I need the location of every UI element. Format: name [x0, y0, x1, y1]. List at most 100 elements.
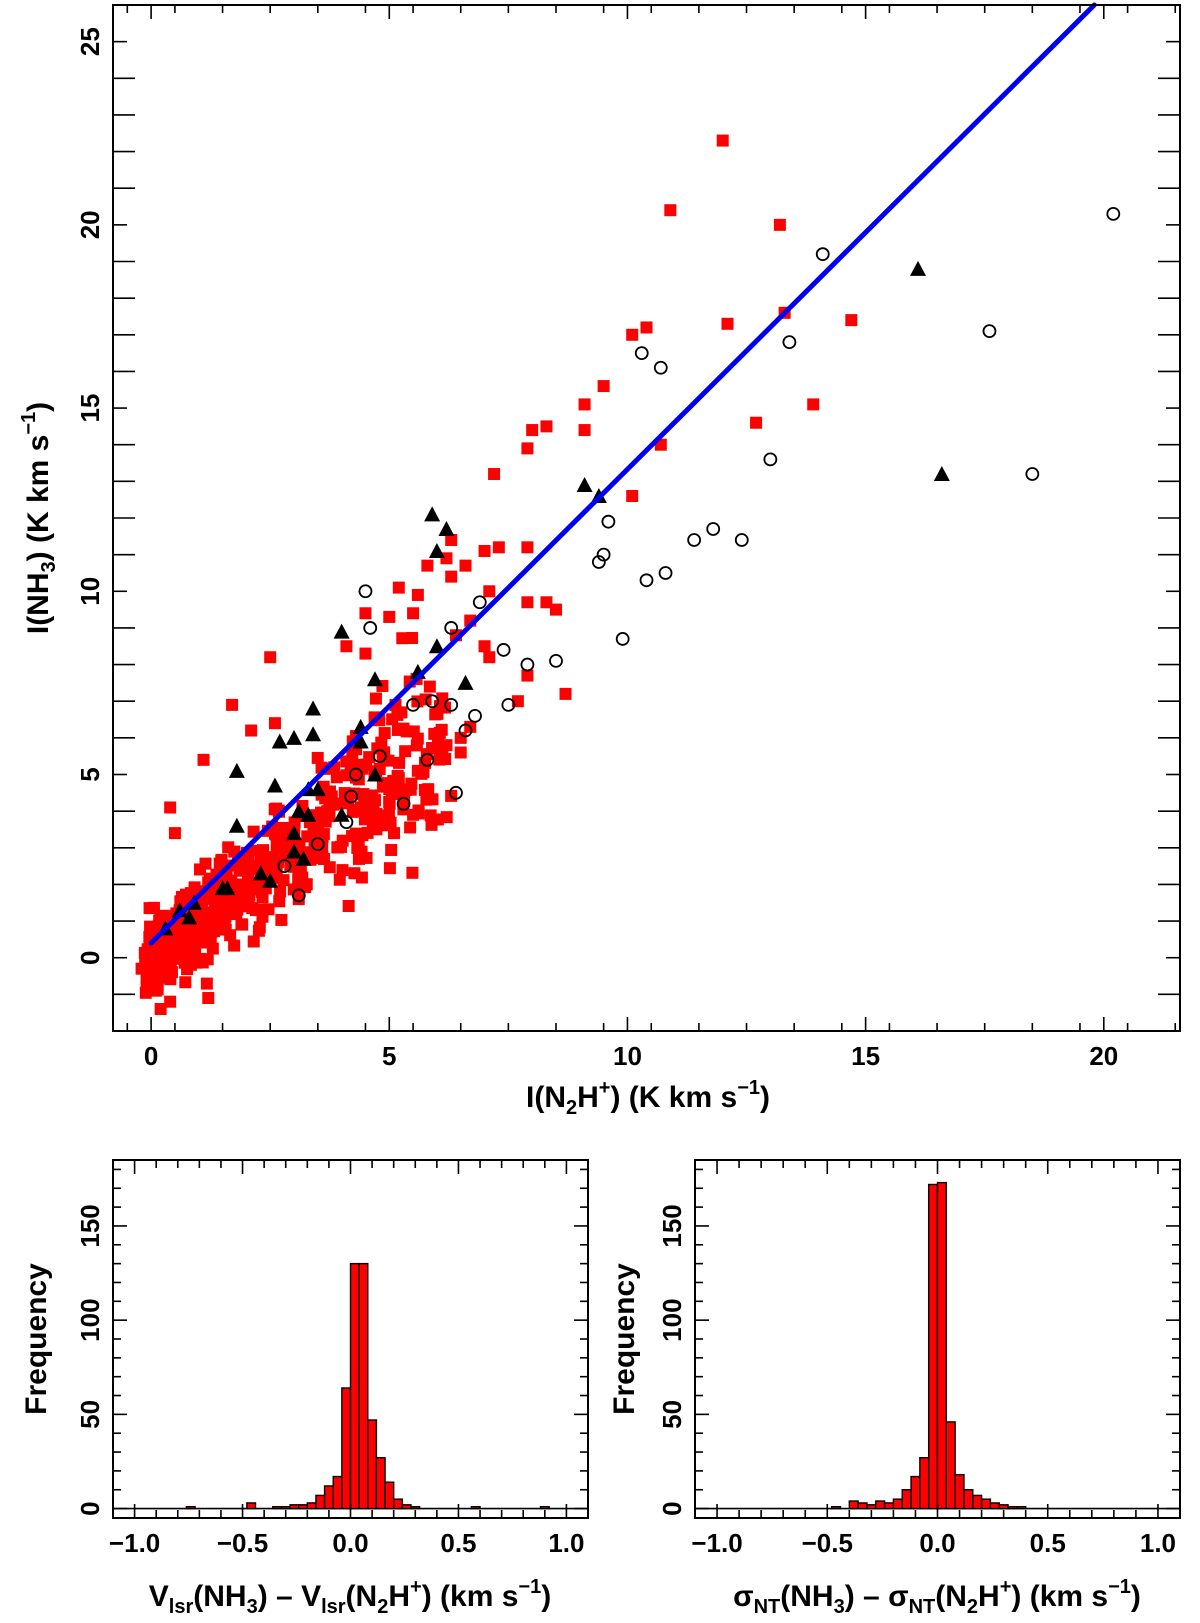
open-circle-point	[444, 621, 459, 635]
x-tick-label: 1.0	[1140, 1528, 1176, 1558]
red-square-point	[391, 723, 404, 736]
histogram-bar	[392, 1498, 404, 1510]
black-triangle-point	[300, 806, 317, 822]
red-square-point	[368, 794, 381, 807]
red-square-point	[168, 827, 181, 840]
red-square-point	[149, 984, 162, 997]
open-circle-point	[339, 815, 354, 830]
red-square-point	[411, 588, 424, 601]
red-square-point	[392, 581, 405, 594]
red-square-point	[236, 918, 249, 931]
open-circle-point	[596, 547, 611, 562]
histogram-bar	[315, 1494, 326, 1510]
histogram-bar	[539, 1505, 550, 1510]
red-square-point	[521, 669, 534, 682]
red-square-point	[395, 706, 408, 719]
red-square-point	[407, 607, 420, 620]
red-square-point	[338, 787, 351, 800]
red-square-point	[445, 533, 458, 546]
red-square-point	[396, 632, 409, 645]
red-square-point	[226, 698, 239, 711]
histogram-bar	[332, 1475, 343, 1510]
red-square-point	[370, 823, 383, 836]
open-circle-point	[653, 360, 668, 375]
red-square-point	[215, 854, 228, 867]
red-square-point	[184, 958, 197, 971]
black-triangle-point	[428, 542, 445, 558]
red-square-point	[242, 894, 255, 907]
open-circle-point	[372, 749, 387, 764]
red-square-point	[239, 879, 252, 892]
black-triangle-point	[333, 806, 350, 822]
black-triangle-point	[438, 520, 455, 536]
y-tick-label: 20	[75, 210, 105, 239]
red-square-point	[488, 468, 501, 481]
histogram-bar	[857, 1502, 868, 1510]
red-square-point	[478, 544, 491, 557]
red-square-point	[392, 772, 405, 785]
red-square-point	[492, 541, 505, 554]
open-circle-point	[449, 785, 463, 800]
red-square-point	[201, 953, 214, 966]
red-square-point	[200, 977, 213, 990]
open-circle-point	[591, 555, 606, 569]
red-square-point	[388, 827, 401, 840]
x-tick-label: 1.0	[548, 1528, 584, 1558]
fit-line	[148, 2, 1097, 946]
open-circle-point	[458, 723, 473, 738]
histogram-bar	[954, 1473, 965, 1510]
red-square-point	[342, 899, 355, 912]
histogram-bar	[927, 1183, 939, 1510]
red-square-point	[411, 732, 424, 745]
red-square-point	[521, 442, 534, 455]
red-square-point	[399, 745, 412, 758]
red-square-point	[540, 596, 553, 609]
red-square-point	[445, 570, 458, 583]
histogram-bar	[936, 1181, 948, 1510]
red-square-point	[311, 751, 324, 764]
open-circle-point	[815, 247, 830, 262]
red-square-point	[393, 756, 406, 769]
red-square-point	[478, 640, 491, 653]
black-triangle-point	[366, 671, 383, 687]
vlsr-histogram-ticks: −1.0 −0.5 0.0 0.5 1.0 0 50 100 150	[75, 1160, 589, 1558]
red-square-point	[202, 992, 215, 1005]
open-circle-point	[396, 796, 411, 811]
red-square-point	[426, 742, 439, 755]
y-tick-label: 50	[657, 1400, 687, 1429]
black-triangle-point	[228, 762, 245, 778]
red-square-point	[526, 424, 539, 437]
red-square-point	[426, 793, 439, 806]
red-square-point	[433, 753, 446, 766]
x-tick-label: 10	[613, 1041, 642, 1071]
histogram-bar	[980, 1498, 992, 1510]
histogram-bar	[883, 1502, 895, 1510]
histogram-bar	[848, 1500, 859, 1510]
black-triangle-point	[352, 733, 369, 749]
red-square-point	[333, 873, 346, 886]
histogram-bar	[272, 1505, 283, 1510]
red-square-point	[807, 398, 820, 411]
x-tick-label: 0.0	[332, 1528, 368, 1558]
red-square-point	[196, 920, 209, 933]
red-square-point	[664, 204, 677, 217]
red-square-point	[378, 727, 391, 740]
open-circle-point	[1106, 206, 1121, 221]
red-square-point	[440, 739, 453, 752]
red-square-point	[559, 687, 572, 700]
fit-line-group	[148, 2, 1097, 946]
open-circle-point	[444, 697, 459, 712]
red-square-point	[154, 1003, 167, 1016]
black-triangle-point	[266, 777, 283, 793]
sigma-nt-histogram-bars	[695, 1181, 1180, 1510]
red-square-point	[483, 585, 496, 598]
open-circle-point	[634, 346, 649, 361]
x-tick-label: 15	[851, 1041, 880, 1071]
red-square-point	[288, 816, 301, 829]
open-circle-point	[549, 654, 563, 668]
scatter-x-axis-label: I(N2H+) (K km s−1)	[526, 1077, 770, 1119]
red-square-point	[626, 490, 639, 503]
histogram-bar	[998, 1504, 1009, 1510]
red-square-point	[356, 762, 369, 775]
red-square-point	[540, 420, 553, 433]
